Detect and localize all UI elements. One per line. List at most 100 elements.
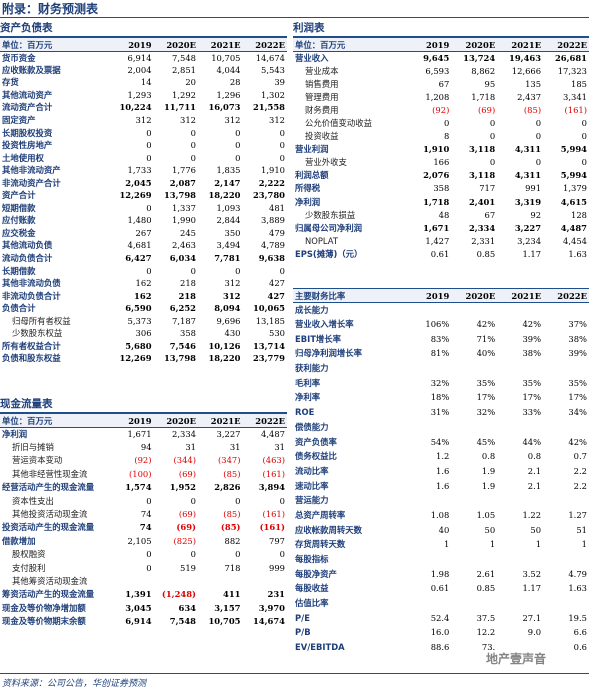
cell-value: 0 <box>535 157 542 168</box>
cell-value: 312 <box>135 115 152 125</box>
cell-value: 1,093 <box>216 202 241 213</box>
cell-value: 27.1 <box>522 612 542 623</box>
column-header: 单位：百万元 <box>293 37 406 52</box>
row: NOPLAT 1,427 2,331 3,234 4,454 <box>293 235 589 248</box>
cell-value: 0 <box>190 495 197 506</box>
cell-value: 4,789 <box>261 240 285 251</box>
cell-value: 4,681 <box>127 240 152 251</box>
cell-value: 17% <box>476 392 496 403</box>
row-label: 其他投资活动现金流 <box>12 509 88 520</box>
cell-value: 18,220 <box>208 190 241 201</box>
row-label: EBIT增长率 <box>295 333 342 344</box>
cell-value: 0 <box>235 140 241 151</box>
cell-value: 6,590 <box>125 303 152 314</box>
column-header: 2022E <box>543 37 589 52</box>
cell-value <box>243 575 288 588</box>
cell-value: 6,914 <box>125 616 152 627</box>
cell-value: 1,952 <box>169 482 197 493</box>
cell-value: 2,844 <box>216 215 241 226</box>
cell-value: 1.08 <box>430 509 450 520</box>
cell-value: 0.8 <box>481 451 496 462</box>
cell-value: 3,045 <box>125 602 152 613</box>
cash-flow: 现金流量表 单位：百万元 2019 2020E 2021E 2022E 净利润 1,671 2,… <box>0 396 287 628</box>
row: 货币资金 6,914 7,548 10,705 14,674 <box>0 52 287 65</box>
cell-value: (344) <box>173 455 197 466</box>
cell-value: 81% <box>430 348 450 359</box>
cell-value: 1,379 <box>563 183 587 194</box>
cell-value: 10,224 <box>119 102 152 113</box>
row-label: 营业收入增长率 <box>295 319 354 330</box>
cell-value: 71% <box>476 333 496 344</box>
row-label: 毛利率 <box>295 377 321 388</box>
cell-value: 12,269 <box>119 190 152 201</box>
cell-value: 34% <box>568 407 587 418</box>
cell-value: 32% <box>476 407 496 418</box>
cell-value: 1.22 <box>522 509 542 520</box>
cell-value: 3,118 <box>468 170 496 181</box>
row: 其他流动资产 1,293 1,292 1,296 1,302 <box>0 89 287 102</box>
cell-value: 35% <box>476 377 496 388</box>
row: 每股指标 <box>293 552 589 567</box>
cell-value: 2,826 <box>214 482 241 493</box>
cell-value: 2,334 <box>172 428 197 439</box>
cell-value: 0 <box>279 549 285 560</box>
row-label: 筹资活动产生的现金流量 <box>2 589 95 600</box>
cell-value: 0 <box>190 152 197 163</box>
cell-value: 40% <box>476 348 496 359</box>
row: 净利润 1,718 2,401 3,319 4,615 <box>293 196 589 209</box>
row: 偿债能力 <box>293 420 589 435</box>
cell-value: 0 <box>581 118 587 129</box>
cell-value: 3,319 <box>514 196 542 207</box>
cell-value: 18% <box>430 392 450 403</box>
row: 销售费用 67 95 135 185 <box>293 78 589 91</box>
cell-value: 0 <box>581 157 587 168</box>
cell-value: (161) <box>262 509 285 520</box>
cell-value: 19,463 <box>509 52 542 63</box>
cell-value: 14 <box>140 77 152 88</box>
cell-value: 20 <box>185 77 197 88</box>
row: ROE 31% 32% 33% 34% <box>293 405 589 420</box>
cell-value: 12,666 <box>511 65 542 76</box>
cell-value: 718 <box>224 562 241 573</box>
cell-value: 92 <box>530 209 542 220</box>
row: 投资收益 8 0 0 0 <box>293 130 589 143</box>
cell-value: 39% <box>522 333 542 344</box>
column-header: 单位：百万元 <box>0 37 110 52</box>
column-header: 单位：百万元 <box>0 413 110 428</box>
cell-value: 1.27 <box>568 509 587 520</box>
cell-value: 3,889 <box>261 215 285 226</box>
row: 其他投资活动现金流 74 (69) (85) (161) <box>0 508 287 521</box>
cell-value: 2,076 <box>423 170 450 181</box>
cell-value: (85) <box>523 104 542 115</box>
cell-value: 13,714 <box>252 340 285 351</box>
cell-value: (69) <box>176 522 197 533</box>
row: 毛利率 32% 35% 35% 35% <box>293 376 589 391</box>
cell-value: 634 <box>178 602 197 613</box>
cell-value: 9,645 <box>423 52 450 63</box>
header-row: 单位：百万元 2019 2020E 2021E 2022E <box>0 37 287 52</box>
cell-value: 1,776 <box>172 165 197 176</box>
row: 流动资产合计 10,224 11,711 16,073 21,558 <box>0 102 287 115</box>
cell-value <box>109 575 153 588</box>
cell-value: 31 <box>229 442 241 453</box>
cell-value: 350 <box>224 227 241 238</box>
cell-value: (85) <box>223 468 241 479</box>
cell-value: (85) <box>220 522 241 533</box>
cell-value: (161) <box>262 468 285 479</box>
cell-value: 2,222 <box>258 177 285 188</box>
cell-value: 0 <box>235 549 241 560</box>
cell-value: 23,779 <box>252 353 285 364</box>
cell-value: 2,045 <box>125 177 152 188</box>
cell-value: 39% <box>568 348 587 359</box>
row-label: 流动负债合计 <box>2 253 53 264</box>
cell-value: 2,087 <box>169 177 197 188</box>
row-label: 土地使用权 <box>2 152 44 163</box>
cell-value: 42% <box>568 436 587 447</box>
row: 营运能力 <box>293 493 589 508</box>
cell-value: 306 <box>135 328 152 339</box>
cell-value: 73. <box>481 642 496 653</box>
cell-value: 3,157 <box>214 602 241 613</box>
header-row: 单位：百万元 2019 2020E 2021E 2022E <box>0 413 287 428</box>
row: 支付股利 0 519 718 999 <box>0 561 287 574</box>
